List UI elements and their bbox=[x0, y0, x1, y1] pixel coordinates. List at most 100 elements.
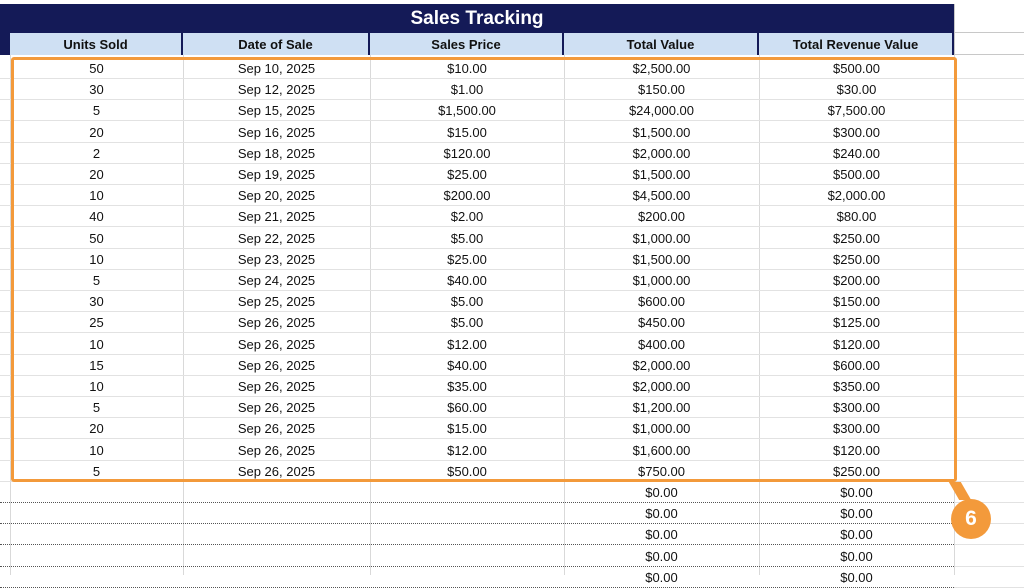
cell-total-value[interactable]: $1,000.00 bbox=[632, 230, 691, 246]
cell-units-sold[interactable] bbox=[10, 482, 183, 503]
cell-sales-price[interactable] bbox=[370, 503, 564, 524]
cell-sales-price[interactable]: $25.00 bbox=[447, 251, 487, 267]
cell-total-value[interactable]: $450.00 bbox=[638, 315, 685, 331]
cell-date-of-sale[interactable]: Sep 26, 2025 bbox=[237, 357, 316, 373]
cell-units-sold[interactable]: 10 bbox=[89, 379, 104, 394]
cell-sales-price[interactable]: $5.00 bbox=[450, 294, 484, 310]
cell-total-value[interactable]: $2,500.00 bbox=[632, 61, 691, 76]
empty-cell[interactable] bbox=[954, 524, 1024, 546]
cell-date-of-sale[interactable]: Sep 15, 2025 bbox=[237, 103, 316, 119]
empty-cell[interactable] bbox=[954, 143, 1024, 164]
cell-date-of-sale[interactable] bbox=[183, 567, 370, 588]
cell-units-sold[interactable]: 25 bbox=[89, 315, 104, 331]
cell-total-value[interactable]: $0.00 bbox=[645, 485, 678, 500]
empty-cell[interactable] bbox=[954, 546, 1024, 567]
empty-cell[interactable] bbox=[954, 58, 1024, 79]
cell-sales-price[interactable]: $1,500.00 bbox=[438, 103, 496, 119]
cell-units-sold[interactable]: 20 bbox=[89, 124, 104, 140]
cell-units-sold[interactable]: 50 bbox=[89, 230, 104, 246]
cell-sales-price[interactable] bbox=[370, 567, 564, 588]
cell-date-of-sale[interactable]: Sep 18, 2025 bbox=[237, 145, 316, 161]
cell-units-sold[interactable] bbox=[10, 524, 183, 545]
empty-cell[interactable] bbox=[954, 334, 1024, 355]
header-total-revenue-value[interactable]: Total Revenue Value bbox=[759, 33, 954, 55]
cell-total-revenue-value[interactable]: $125.00 bbox=[833, 315, 880, 331]
cell-sales-price[interactable]: $5.00 bbox=[450, 315, 484, 331]
cell-total-value[interactable]: $750.00 bbox=[638, 463, 685, 479]
cell-total-revenue-value[interactable]: $250.00 bbox=[833, 230, 880, 246]
empty-cell[interactable] bbox=[954, 4, 1024, 33]
cell-total-value[interactable]: $200.00 bbox=[638, 209, 685, 225]
cell-total-revenue-value[interactable]: $120.00 bbox=[833, 336, 880, 352]
cell-total-revenue-value[interactable]: $120.00 bbox=[833, 442, 880, 458]
cell-total-value[interactable]: $1,500.00 bbox=[632, 251, 691, 267]
cell-date-of-sale[interactable] bbox=[183, 503, 370, 524]
cell-units-sold[interactable] bbox=[10, 546, 183, 567]
cell-total-value[interactable]: $2,000.00 bbox=[632, 379, 691, 394]
cell-units-sold[interactable] bbox=[10, 503, 183, 524]
cell-units-sold[interactable]: 15 bbox=[89, 357, 104, 373]
cell-date-of-sale[interactable]: Sep 16, 2025 bbox=[237, 124, 316, 140]
empty-cell[interactable] bbox=[954, 291, 1024, 313]
cell-total-value[interactable]: $0.00 bbox=[645, 569, 678, 585]
cell-units-sold[interactable]: 40 bbox=[89, 209, 104, 225]
empty-cell[interactable] bbox=[954, 79, 1024, 101]
cell-sales-price[interactable]: $200.00 bbox=[443, 188, 491, 204]
cell-date-of-sale[interactable]: Sep 26, 2025 bbox=[237, 442, 316, 458]
cell-total-revenue-value[interactable]: $150.00 bbox=[833, 294, 880, 310]
sheet-title[interactable]: Sales Tracking bbox=[0, 4, 954, 33]
empty-cell[interactable] bbox=[954, 461, 1024, 482]
cell-total-value[interactable]: $600.00 bbox=[638, 294, 685, 310]
cell-units-sold[interactable]: 5 bbox=[92, 103, 101, 119]
cell-total-revenue-value[interactable]: $350.00 bbox=[833, 379, 880, 394]
cell-date-of-sale[interactable] bbox=[183, 524, 370, 545]
cell-date-of-sale[interactable]: Sep 23, 2025 bbox=[237, 251, 316, 267]
cell-total-revenue-value[interactable]: $300.00 bbox=[833, 124, 880, 140]
empty-cell[interactable] bbox=[954, 440, 1024, 461]
cell-total-revenue-value[interactable]: $0.00 bbox=[840, 485, 873, 500]
cell-total-value[interactable]: $1,000.00 bbox=[632, 421, 691, 437]
empty-cell[interactable] bbox=[954, 397, 1024, 419]
cell-total-value[interactable]: $1,500.00 bbox=[632, 167, 691, 182]
cell-total-revenue-value[interactable]: $200.00 bbox=[833, 273, 880, 288]
cell-total-value[interactable]: $400.00 bbox=[638, 336, 685, 352]
cell-sales-price[interactable]: $15.00 bbox=[447, 124, 487, 140]
cell-total-value[interactable]: $4,500.00 bbox=[632, 188, 691, 204]
cell-total-revenue-value[interactable]: $600.00 bbox=[833, 357, 880, 373]
cell-date-of-sale[interactable]: Sep 24, 2025 bbox=[237, 273, 316, 288]
cell-total-value[interactable]: $1,000.00 bbox=[632, 273, 691, 288]
cell-units-sold[interactable]: 30 bbox=[89, 294, 104, 310]
cell-sales-price[interactable]: $40.00 bbox=[447, 273, 487, 288]
cell-total-revenue-value[interactable]: $2,000.00 bbox=[827, 188, 886, 204]
header-date-of-sale[interactable]: Date of Sale bbox=[183, 33, 370, 55]
cell-units-sold[interactable]: 10 bbox=[89, 442, 104, 458]
cell-total-revenue-value[interactable]: $300.00 bbox=[833, 400, 880, 416]
cell-total-revenue-value[interactable]: $80.00 bbox=[836, 209, 877, 225]
cell-total-revenue-value[interactable]: $250.00 bbox=[833, 251, 880, 267]
cell-total-value[interactable]: $1,500.00 bbox=[632, 124, 691, 140]
cell-total-revenue-value[interactable]: $240.00 bbox=[833, 145, 880, 161]
cell-sales-price[interactable] bbox=[370, 546, 564, 567]
empty-cell[interactable] bbox=[954, 206, 1024, 228]
cell-total-revenue-value[interactable]: $0.00 bbox=[840, 548, 873, 564]
cell-units-sold[interactable]: 5 bbox=[92, 273, 101, 288]
empty-cell[interactable] bbox=[954, 567, 1024, 588]
cell-sales-price[interactable]: $2.00 bbox=[450, 209, 484, 225]
cell-total-value[interactable]: $1,200.00 bbox=[632, 400, 691, 416]
cell-sales-price[interactable]: $35.00 bbox=[447, 379, 487, 394]
header-sales-price[interactable]: Sales Price bbox=[370, 33, 564, 55]
cell-total-revenue-value[interactable]: $7,500.00 bbox=[827, 103, 886, 119]
cell-sales-price[interactable]: $60.00 bbox=[447, 400, 487, 416]
cell-sales-price[interactable]: $25.00 bbox=[447, 167, 487, 182]
cell-units-sold[interactable] bbox=[10, 567, 183, 588]
empty-cell[interactable] bbox=[954, 249, 1024, 270]
cell-total-revenue-value[interactable]: $0.00 bbox=[840, 506, 873, 522]
cell-total-revenue-value[interactable]: $500.00 bbox=[833, 167, 880, 182]
empty-cell[interactable] bbox=[954, 122, 1024, 143]
empty-cell[interactable] bbox=[954, 33, 1024, 55]
cell-sales-price[interactable]: $1.00 bbox=[450, 82, 484, 98]
cell-date-of-sale[interactable]: Sep 25, 2025 bbox=[237, 294, 316, 310]
header-units-sold[interactable]: Units Sold bbox=[10, 33, 183, 55]
empty-cell[interactable] bbox=[954, 376, 1024, 397]
cell-total-value[interactable]: $24,000.00 bbox=[628, 103, 695, 119]
